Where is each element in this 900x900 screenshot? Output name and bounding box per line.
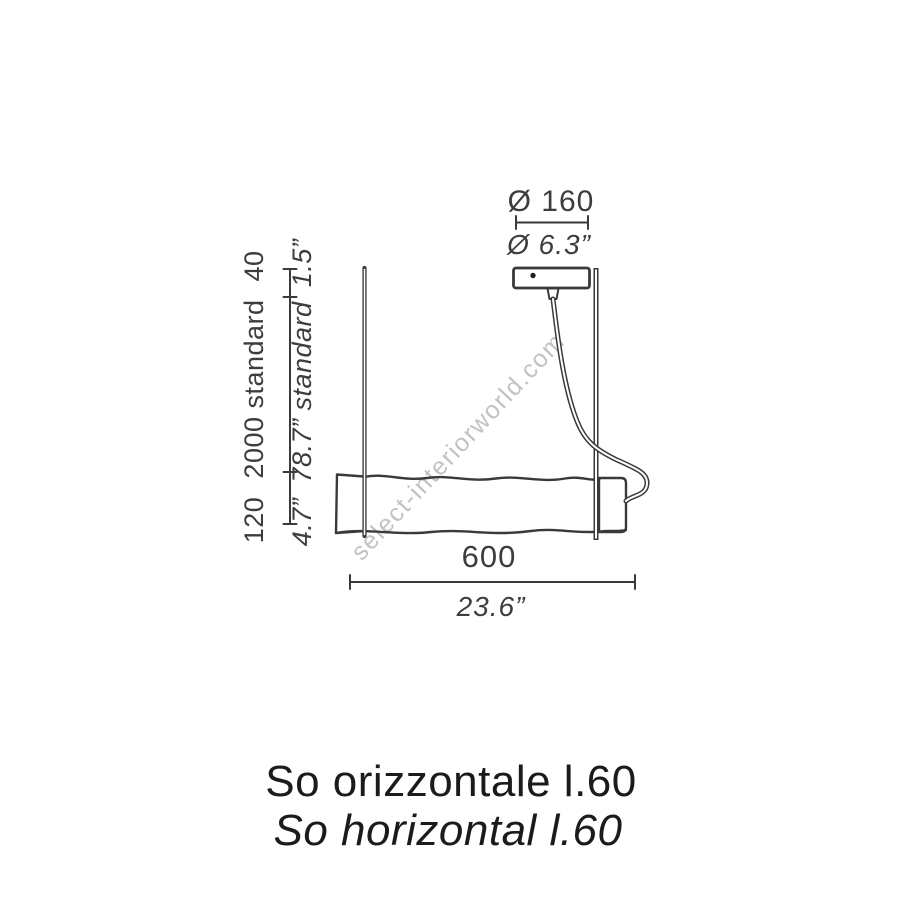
dimension-top: Ø 160 Ø 6.3”: [506, 185, 595, 260]
dimension-bottom-inches-label: 23.6”: [456, 591, 526, 622]
dimension-left-inches-tube: 4.7”: [287, 497, 317, 546]
dimension-left-mm-canopy: 40: [239, 250, 269, 281]
dimension-bottom: 600 23.6”: [349, 539, 636, 622]
dimension-top-mm-label: Ø 160: [508, 185, 595, 218]
dimension-top-inches-label: Ø 6.3”: [506, 229, 591, 260]
ceiling-canopy: [512, 266, 591, 290]
dimension-top-line: [515, 215, 589, 230]
dimension-bottom-mm-label: 600: [462, 539, 517, 574]
product-title-english: So horizontal l.60: [274, 806, 623, 855]
canopy-fixing-dot: [530, 272, 536, 279]
dimension-left-inches-canopy: 1.5”: [287, 238, 317, 287]
tube-right-cap: [597, 476, 628, 534]
dimension-left-inches-drop: 78.7” standard: [287, 301, 317, 483]
tube-left-cap: [334, 473, 366, 535]
lamp-drawing: [334, 265, 650, 540]
dimension-left-mm-tube: 120: [239, 497, 269, 544]
dimension-left-mm-drop: 2000 standard: [239, 299, 269, 478]
dimension-left: 40 2000 standard 120 1.5” 78.7” standard…: [239, 238, 317, 546]
cable-connector: [546, 287, 560, 300]
tube-bottom-outline: [334, 528, 628, 535]
tube-top-outline: [362, 474, 602, 482]
suspension-cable: [550, 296, 650, 504]
dimension-left-line: [282, 268, 298, 525]
product-title-italian: So orizzontale l.60: [265, 757, 637, 806]
dimension-bottom-line: [349, 574, 636, 590]
